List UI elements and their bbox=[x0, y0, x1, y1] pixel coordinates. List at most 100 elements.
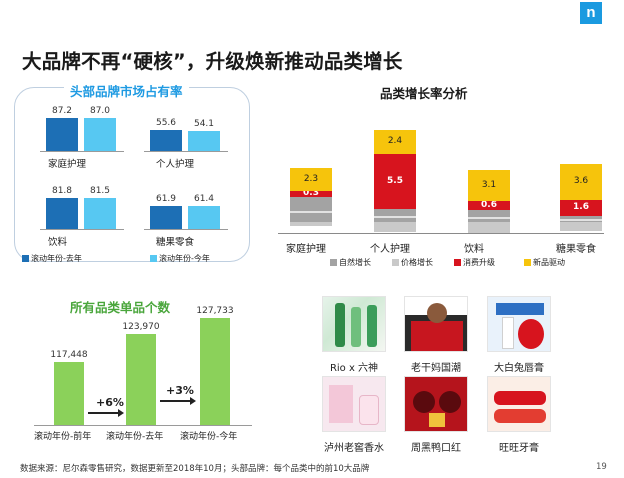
growth-label-upgrade: 5.5 bbox=[387, 175, 403, 186]
growth-legend-swatch bbox=[392, 259, 399, 266]
growth-category-label: 家庭护理 bbox=[286, 244, 326, 255]
product-image-wangwang bbox=[487, 376, 551, 432]
nielsen-logo: n bbox=[580, 2, 602, 24]
share-value-prev: 55.6 bbox=[155, 117, 177, 128]
growth-label-upgrade: 1.6 bbox=[573, 202, 589, 212]
growth-seg-upgrade bbox=[560, 200, 602, 216]
legend-label-prev: 滚动年份-去年 bbox=[31, 254, 82, 263]
growth-seg-upgrade bbox=[290, 191, 332, 197]
share-category-label: 个人护理 bbox=[156, 159, 195, 170]
share-bar-prev bbox=[150, 205, 182, 229]
growth-legend-label: 自然增长 bbox=[339, 258, 371, 267]
footer-source: 数据来源：尼尔森零售研究，数据更新至2018年10月；头部品牌：每个品类中的前1… bbox=[20, 464, 370, 474]
sku-category-label: 滚动年份-去年 bbox=[106, 432, 164, 442]
share-bar-curr bbox=[188, 205, 220, 229]
growth-label-newproduct: 3.6 bbox=[573, 176, 589, 186]
growth-label-newproduct: 2.4 bbox=[387, 136, 403, 146]
growth-label-newproduct: 3.1 bbox=[481, 179, 497, 190]
growth-seg-newproduct bbox=[374, 130, 416, 154]
arrow-head bbox=[118, 409, 124, 417]
growth-legend-swatch bbox=[454, 259, 461, 266]
share-value-curr: 61.4 bbox=[193, 193, 215, 204]
growth-seg-natural bbox=[560, 216, 602, 222]
growth-arrow-2 bbox=[160, 400, 194, 402]
growth-seg-upgrade bbox=[374, 154, 416, 209]
growth-legend-swatch bbox=[524, 259, 531, 266]
sku-bar bbox=[200, 318, 230, 425]
growth-legend-item: 自然增长 bbox=[330, 257, 371, 268]
share-value-curr: 87.0 bbox=[89, 106, 111, 117]
growth-seg-price bbox=[468, 216, 510, 219]
growth-category-label: 糖果零食 bbox=[556, 244, 596, 255]
growth-legend-label: 价格增长 bbox=[401, 258, 433, 267]
legend-label-curr: 滚动年份-今年 bbox=[159, 254, 210, 263]
sku-bar bbox=[54, 361, 84, 425]
product-image-luzhou bbox=[322, 376, 386, 432]
share-value-prev: 61.9 bbox=[155, 193, 177, 204]
product-image-dabaitu bbox=[487, 296, 551, 352]
growth-legend-item: 消费升级 bbox=[454, 257, 495, 268]
sku-growth-2: +3% bbox=[166, 384, 194, 397]
growth-seg-newproduct bbox=[290, 168, 332, 191]
growth-axis bbox=[278, 233, 604, 234]
share-bar-curr bbox=[84, 118, 116, 151]
sku-count-title: 所有品类单品个数 bbox=[70, 300, 171, 315]
growth-legend-label: 新品驱动 bbox=[533, 258, 565, 267]
growth-seg-price bbox=[374, 216, 416, 219]
growth-category-label: 饮料 bbox=[464, 244, 484, 255]
growth-label-upgrade: 0.6 bbox=[481, 199, 497, 210]
product-image-rio bbox=[322, 296, 386, 352]
share-axis bbox=[144, 151, 228, 152]
growth-seg-negative bbox=[374, 222, 416, 232]
share-category-label: 饮料 bbox=[48, 237, 68, 248]
legend-swatch-prev bbox=[22, 255, 29, 262]
growth-seg-negative bbox=[290, 222, 332, 226]
growth-seg-natural bbox=[374, 209, 416, 222]
sku-growth-1: +6% bbox=[96, 396, 124, 409]
share-axis bbox=[40, 229, 124, 230]
growth-seg-natural bbox=[468, 210, 510, 222]
market-share-title: 头部品牌市场占有率 bbox=[64, 81, 189, 100]
sku-bar bbox=[126, 334, 156, 425]
growth-seg-price bbox=[560, 219, 602, 222]
product-image-laoganma bbox=[404, 296, 468, 352]
share-axis bbox=[144, 229, 228, 230]
share-category-label: 糖果零食 bbox=[156, 237, 195, 248]
share-bar-prev bbox=[150, 129, 182, 151]
page-title: 大品牌不再“硬核”，升级焕新推动品类增长 bbox=[22, 50, 403, 73]
growth-seg-price bbox=[290, 210, 332, 213]
growth-legend-item: 新品驱动 bbox=[524, 257, 565, 268]
growth-seg-newproduct bbox=[560, 164, 602, 200]
share-bar-curr bbox=[188, 130, 220, 151]
share-value-prev: 87.2 bbox=[51, 106, 73, 117]
product-label-luzhou: 泸州老窖香水 bbox=[324, 443, 384, 454]
sku-axis bbox=[34, 425, 252, 426]
legend-prev-year: 滚动年份-去年 bbox=[22, 253, 82, 264]
sku-value-label: 117,448 bbox=[50, 349, 88, 360]
share-value-curr: 54.1 bbox=[193, 118, 215, 129]
sku-value-label: 127,733 bbox=[196, 306, 234, 317]
growth-legend-swatch bbox=[330, 259, 337, 266]
legend-curr-year: 滚动年份-今年 bbox=[150, 253, 210, 264]
sku-category-label: 滚动年份-前年 bbox=[34, 432, 92, 442]
growth-label-upgrade: 0.3 bbox=[303, 188, 319, 198]
product-label-zhouheiya: 周黑鸭口红 bbox=[411, 443, 461, 454]
growth-legend-label: 消费升级 bbox=[463, 258, 495, 267]
product-label-rio: Rio x 六神 bbox=[329, 363, 379, 374]
growth-chart-title: 品类增长率分析 bbox=[380, 86, 468, 101]
growth-seg-natural bbox=[290, 197, 332, 222]
product-label-dabaitu: 大白兔唇膏 bbox=[494, 363, 544, 374]
growth-label-newproduct: 2.3 bbox=[303, 173, 319, 184]
product-label-laoganma: 老干妈国潮 bbox=[411, 363, 461, 374]
share-value-prev: 81.8 bbox=[51, 186, 73, 197]
share-value-curr: 81.5 bbox=[89, 186, 111, 197]
share-bar-prev bbox=[46, 198, 78, 229]
share-category-label: 家庭护理 bbox=[48, 159, 87, 170]
product-label-wangwang: 旺旺牙膏 bbox=[499, 443, 539, 454]
growth-seg-upgrade bbox=[468, 201, 510, 210]
growth-seg-negative bbox=[560, 222, 602, 231]
sku-category-label: 滚动年份-今年 bbox=[180, 432, 238, 442]
page-number: 19 bbox=[596, 462, 607, 472]
growth-seg-negative bbox=[468, 222, 510, 233]
growth-legend-item: 价格增长 bbox=[392, 257, 433, 268]
